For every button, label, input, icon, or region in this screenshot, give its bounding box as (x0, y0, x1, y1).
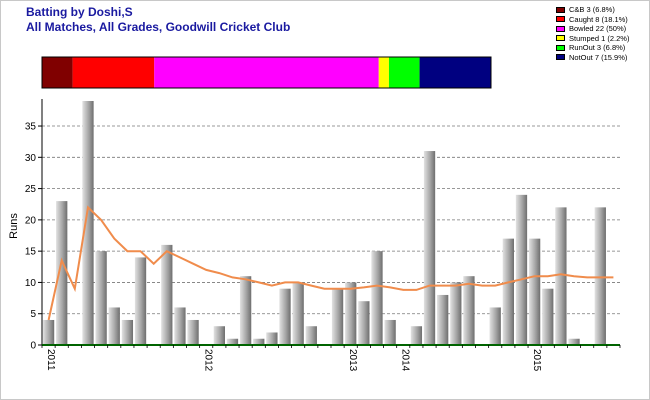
legend-item-runout: RunOut 3 (6.8%) (556, 43, 629, 53)
bar (423, 151, 436, 345)
dismissal-segment (42, 57, 73, 88)
bar (515, 194, 528, 345)
legend-label: Bowled 22 (50%) (569, 24, 627, 33)
legend: C&B 3 (6.8%) Caught 8 (18.1%) Bowled 22 … (556, 5, 629, 62)
bar (226, 338, 239, 345)
legend-label: NotOut 7 (15.9%) (569, 52, 628, 62)
bar (56, 201, 68, 345)
bar (239, 276, 252, 345)
bar (542, 288, 554, 345)
bar (358, 301, 370, 345)
x-tick-label: 2015 (531, 349, 542, 372)
bar (568, 338, 580, 345)
x-tick-label: 2012 (203, 349, 214, 372)
bar (305, 326, 317, 345)
legend-label: C&B 3 (6.8%) (569, 5, 615, 14)
x-axis: 2011 2012 2013 2014 2015 (41, 345, 621, 372)
legend-label: Caught 8 (18.1%) (569, 14, 628, 24)
bar (437, 294, 449, 345)
bar (213, 326, 225, 345)
chart-subtitle: All Matches, All Grades, Goodwill Cricke… (26, 20, 291, 34)
bar (555, 207, 567, 345)
bar (253, 338, 265, 345)
bar (410, 326, 423, 345)
legend-swatch (556, 54, 565, 61)
bar (42, 319, 55, 345)
legend-swatch (556, 25, 565, 32)
y-tick-label: 15 (25, 247, 37, 258)
chart-title: Batting by Doshi,S (26, 5, 133, 19)
bar (331, 288, 344, 345)
x-tick-label: 2014 (400, 349, 411, 372)
dismissal-segment (419, 57, 491, 88)
legend-item-bowled: Bowled 22 (50%) (556, 24, 629, 34)
bar (292, 282, 304, 345)
bar (489, 307, 501, 345)
y-axis: 0 5 10 15 20 25 30 35 (25, 122, 42, 352)
legend-label: RunOut 3 (6.8%) (569, 43, 626, 52)
legend-swatch (556, 44, 565, 51)
legend-item-cb: C&B 3 (6.8%) (556, 5, 629, 15)
dismissal-bar-border (41, 56, 492, 89)
y-tick-label: 0 (30, 341, 36, 352)
trend-line (47, 205, 614, 321)
y-tick-label: 20 (25, 215, 37, 226)
trend-line-path (47, 205, 614, 321)
legend-swatch (556, 16, 565, 23)
legend-label: Stumped 1 (2.2%) (569, 33, 630, 43)
x-tick-label: 2011 (45, 349, 56, 371)
bar (384, 319, 396, 345)
bar (134, 257, 147, 345)
bar (108, 307, 120, 345)
x-tick-label: 2013 (347, 349, 358, 372)
legend-swatch (556, 6, 565, 13)
bar (121, 319, 134, 345)
bar (528, 238, 541, 345)
bar (279, 288, 291, 345)
bar (450, 282, 462, 345)
bar (371, 251, 383, 345)
bars (42, 101, 606, 345)
bar (187, 319, 199, 345)
bar (463, 276, 475, 345)
y-tick-label: 30 (25, 153, 37, 164)
dismissal-bar (41, 56, 492, 89)
dismissal-segment (378, 57, 389, 88)
y-axis-label: Runs (8, 213, 20, 239)
dismissal-segment (388, 57, 420, 88)
bar (502, 238, 514, 345)
bar (594, 207, 606, 345)
y-tick-label: 5 (30, 309, 36, 320)
legend-item-caught: Caught 8 (18.1%) (556, 15, 629, 25)
legend-item-notout: NotOut 7 (15.9%) (556, 53, 629, 63)
bar (82, 101, 94, 345)
bar (95, 251, 107, 345)
y-tick-label: 25 (25, 184, 37, 195)
legend-swatch (556, 35, 565, 42)
bar (345, 282, 357, 345)
bar (161, 244, 173, 345)
legend-item-stumped: Stumped 1 (2.2%) (556, 34, 629, 44)
y-tick-label: 10 (25, 278, 37, 289)
dismissal-segment (72, 57, 155, 88)
y-tick-label: 35 (25, 122, 37, 133)
dismissal-segment (154, 57, 379, 88)
bar (174, 307, 186, 345)
bar (266, 332, 278, 345)
